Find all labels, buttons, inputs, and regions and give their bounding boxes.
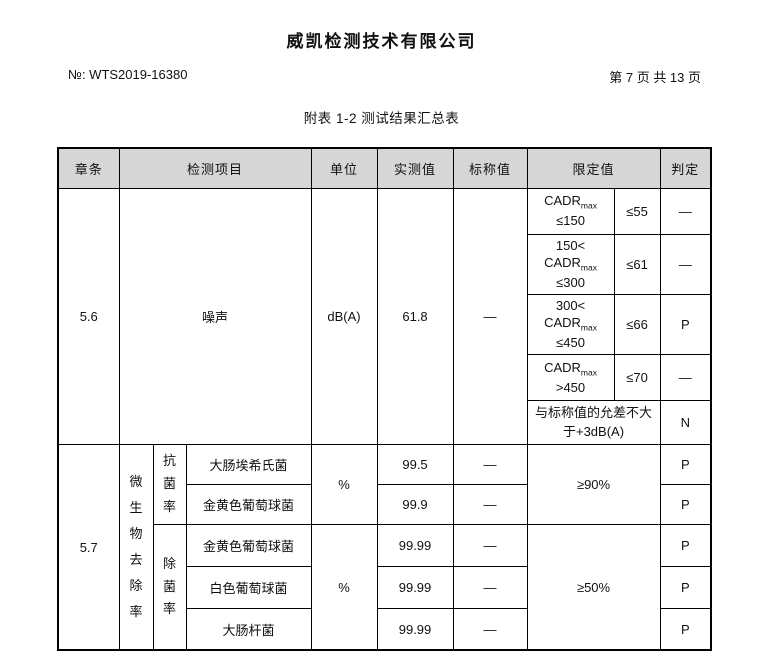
microbial-row-5: 大肠杆菌 99.99 — P <box>58 607 712 651</box>
noise-limit-value-cell: ≤66 <box>613 293 661 355</box>
condition-range: ≤300 <box>556 275 585 291</box>
header-row: 章条 检测项目 单位 实测值 标称值 限定值 判定 <box>57 147 712 189</box>
company-title: 威凯检测技术有限公司 <box>286 32 477 51</box>
microbial-row-3: 除 菌 率 金黄色葡萄球菌 % 99.99 — ≥50% P <box>58 523 712 651</box>
condition-range: ≤150 <box>556 213 585 229</box>
unit-cell: % <box>310 523 378 651</box>
nominal-cell: — <box>452 523 528 567</box>
microbial-row-1: 5.7 微 生 物 去 除 率 抗 菌 率 大肠埃希氏菌 % 99.5 — ≥9… <box>57 443 712 651</box>
header-cell-verdict: 判定 <box>659 147 712 189</box>
nominal-cell: — <box>452 483 528 525</box>
microbial-chapter-cell: 5.7 <box>57 443 120 651</box>
noise-limit-value-cell: ≤55 <box>613 187 661 235</box>
nominal-cell: — <box>452 607 528 651</box>
measured-cell: 99.9 <box>376 483 454 525</box>
condition-cadr: CADRmax <box>544 193 597 211</box>
microbial-row-4: 白色葡萄球菌 99.99 — P <box>58 565 712 609</box>
noise-row-2: 150< CADRmax ≤300 ≤61 — <box>58 233 712 295</box>
noise-measured-cell: 61.8 <box>376 187 454 445</box>
verdict-cell: P <box>659 443 712 485</box>
noise-nominal-cell: — <box>452 187 528 445</box>
unit-cell: % <box>310 443 378 525</box>
verdict-cell: P <box>659 523 712 567</box>
measured-cell: 99.99 <box>376 607 454 651</box>
verdict-cell: P <box>659 607 712 651</box>
page-indicator: 第 7 页 共 13 页 <box>609 70 701 85</box>
condition-prefix: 150< <box>555 237 586 253</box>
table-caption: 附表 1-2 测试结果汇总表 <box>303 111 460 126</box>
measured-cell: 99.5 <box>376 443 454 485</box>
condition-cadr: CADRmax <box>544 315 597 333</box>
condition-range: >450 <box>555 379 586 395</box>
condition-cadr: CADRmax <box>544 255 597 273</box>
limit-cell: ≥90% <box>526 443 661 525</box>
verdict-cell: P <box>659 565 712 609</box>
noise-limit-verdict-cell: — <box>659 187 712 235</box>
condition-prefix: 300< <box>555 297 586 313</box>
organism-cell: 大肠杆菌 <box>185 607 312 651</box>
noise-limit-condition-cell: CADRmax >450 <box>526 353 615 401</box>
microbial-row-2: 金黄色葡萄球菌 99.9 — P <box>58 483 712 525</box>
nominal-cell: — <box>452 443 528 485</box>
header-cell-item: 检测项目 <box>118 147 312 189</box>
verdict-cell: P <box>659 483 712 525</box>
nominal-cell: — <box>452 565 528 609</box>
organism-cell: 白色葡萄球菌 <box>185 565 312 609</box>
results-table: 章条 检测项目 单位 实测值 标称值 限定值 判定 5.6 噪声 dB(A) 6… <box>57 147 713 652</box>
noise-limit-verdict-cell: — <box>659 233 712 295</box>
noise-limit-condition-cell: 300< CADRmax ≤450 <box>526 293 615 355</box>
report-number: №: WTS2019-16380 <box>68 67 188 82</box>
noise-row-3: 300< CADRmax ≤450 ≤66 P <box>58 293 712 355</box>
organism-cell: 金黄色葡萄球菌 <box>185 523 312 567</box>
organism-cell: 大肠埃希氏菌 <box>185 443 312 485</box>
noise-limit-verdict-cell: — <box>659 353 712 401</box>
header-cell-chapter: 章条 <box>57 147 120 189</box>
limit-cell: ≥50% <box>526 523 661 651</box>
meta-row: №: WTS2019-16380 第 7 页 共 13 页 <box>68 67 701 86</box>
noise-limit-value-cell: ≤70 <box>613 353 661 401</box>
noise-row-4: CADRmax >450 ≤70 — <box>58 353 712 401</box>
noise-limit-condition-cell: 150< CADRmax ≤300 <box>526 233 615 295</box>
noise-limit-condition-cell: CADRmax ≤150 <box>526 187 615 235</box>
noise-allowance-cell: 与标称值的允差不大于+3dB(A) <box>526 399 661 445</box>
condition-cadr: CADRmax <box>544 359 597 378</box>
noise-row-1: 5.6 噪声 dB(A) 61.8 — CADRmax ≤150 ≤55 — <box>57 187 712 445</box>
measured-cell: 99.99 <box>376 565 454 609</box>
noise-limit-value-cell: ≤61 <box>613 233 661 295</box>
noise-limit-verdict-cell: P <box>659 293 712 355</box>
noise-allowance-verdict-cell: N <box>659 399 712 445</box>
microbial-category-cell: 微 生 物 去 除 率 <box>118 443 154 651</box>
noise-chapter-cell: 5.6 <box>57 187 120 445</box>
header-cell-unit: 单位 <box>310 147 378 189</box>
noise-unit-cell: dB(A) <box>310 187 378 445</box>
noise-item-cell: 噪声 <box>118 187 312 445</box>
measured-cell: 99.99 <box>376 523 454 567</box>
condition-range: ≤450 <box>556 335 585 351</box>
sterilization-group-cell: 除 菌 率 <box>152 523 187 651</box>
noise-row-5: 与标称值的允差不大于+3dB(A) N <box>58 399 712 445</box>
header-cell-measured: 实测值 <box>376 147 454 189</box>
antibacterial-group-cell: 抗 菌 率 <box>152 443 187 525</box>
header-cell-nominal: 标称值 <box>452 147 528 189</box>
header-cell-limit: 限定值 <box>526 147 661 189</box>
organism-cell: 金黄色葡萄球菌 <box>185 483 312 525</box>
